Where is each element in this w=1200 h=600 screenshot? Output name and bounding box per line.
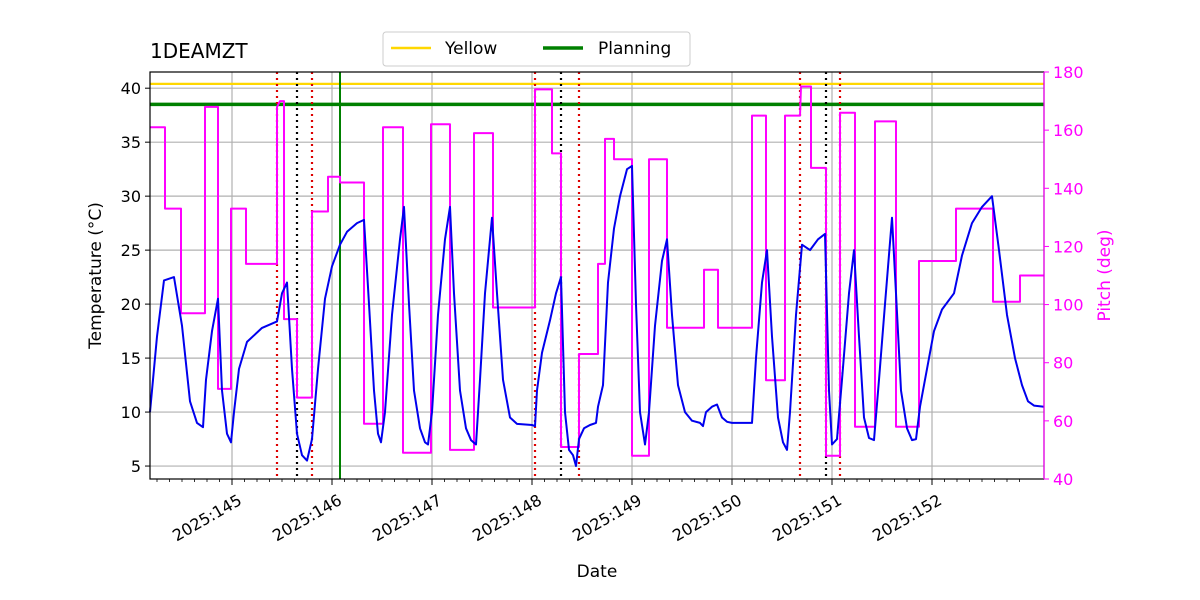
event-vlines bbox=[275, 72, 842, 479]
legend: Yellow Planning bbox=[382, 31, 691, 67]
y-axis-right-label: Pitch (deg) bbox=[1095, 229, 1115, 321]
x-axis-label: Date bbox=[577, 562, 618, 582]
y-right-tick-label: 60 bbox=[1053, 412, 1073, 431]
y-left-tick-label: 35 bbox=[121, 133, 141, 152]
y-axis-left-label: Temperature (°C) bbox=[86, 202, 106, 350]
y-left-tick-label: 15 bbox=[121, 349, 141, 368]
y-right-tick-label: 40 bbox=[1053, 470, 1073, 489]
x-tick-label: 2025:151 bbox=[769, 490, 845, 545]
temperature-series-line bbox=[149, 164, 1045, 467]
y-left-tick-label: 5 bbox=[131, 457, 141, 476]
x-tick-label: 2025:145 bbox=[169, 490, 245, 545]
y-right-tick-label: 100 bbox=[1053, 296, 1084, 315]
y-left-tick-label: 30 bbox=[121, 187, 141, 206]
y-right-tick-label: 180 bbox=[1053, 63, 1084, 82]
y-left-tick-label: 40 bbox=[121, 79, 141, 98]
chart-title: 1DEAMZT bbox=[150, 39, 248, 63]
y-left-tick-label: 10 bbox=[121, 403, 141, 422]
x-tick-label: 2025:146 bbox=[269, 490, 345, 545]
x-tick-label: 2025:148 bbox=[469, 490, 545, 545]
x-tick-label: 2025:150 bbox=[669, 490, 745, 545]
y-right-tick-label: 140 bbox=[1053, 179, 1084, 198]
legend-box bbox=[382, 31, 691, 67]
y-right-tick-label: 120 bbox=[1053, 237, 1084, 256]
legend-label-yellow: Yellow bbox=[444, 39, 497, 59]
x-tick-label: 2025:149 bbox=[569, 490, 645, 545]
x-tick-label: 2025:152 bbox=[869, 490, 945, 545]
limit-lines bbox=[150, 82, 1044, 107]
y-right-tick-label: 160 bbox=[1053, 121, 1084, 140]
y-left-tick-label: 25 bbox=[121, 241, 141, 260]
y-left-tick-label: 20 bbox=[121, 295, 141, 314]
y-right-tick-label: 80 bbox=[1053, 354, 1073, 373]
legend-label-planning: Planning bbox=[598, 39, 671, 59]
series-layer bbox=[149, 85, 1045, 467]
x-tick-label: 2025:147 bbox=[369, 490, 445, 545]
